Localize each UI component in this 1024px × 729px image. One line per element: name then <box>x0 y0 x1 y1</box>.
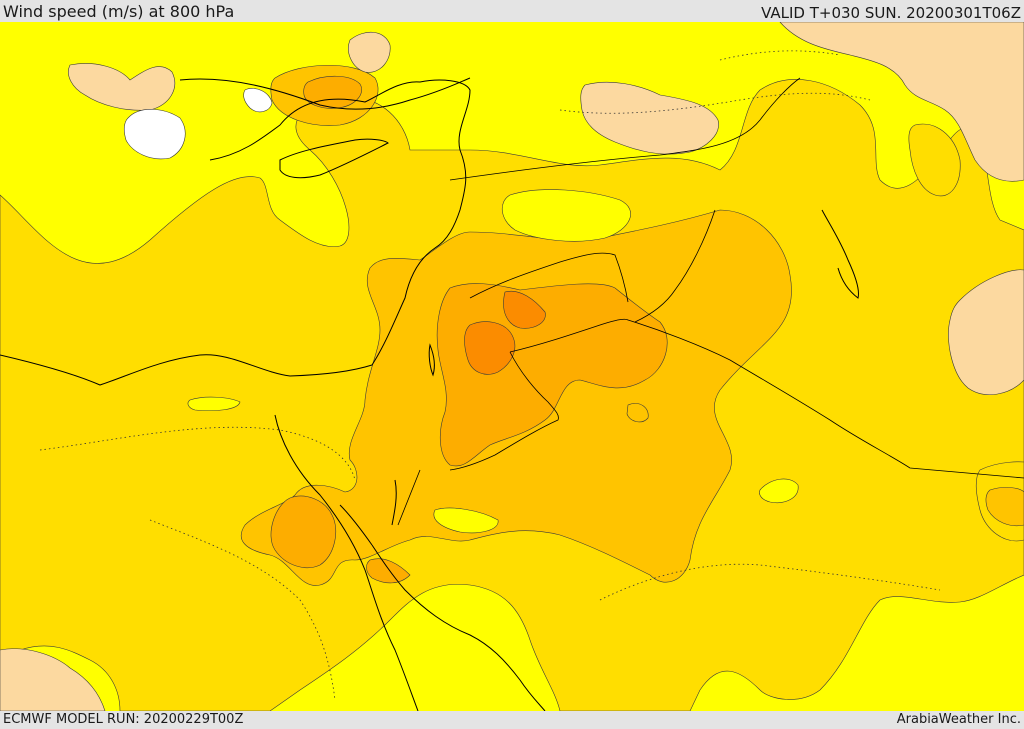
gold-blob-caspian <box>908 123 961 197</box>
map-title: Wind speed (m/s) at 800 hPa <box>3 2 235 21</box>
border-egypt-sinai <box>397 469 421 526</box>
coastlines <box>0 77 859 711</box>
dotted-contours <box>39 50 941 701</box>
yellow-pocket-east-med <box>187 396 241 412</box>
model-run-label: ECMWF MODEL RUN: 20200229T00Z <box>3 712 244 727</box>
orange-band-sinai <box>366 558 411 584</box>
dotted-contour-3 <box>599 563 941 601</box>
border-turkey-iraq-iran <box>449 77 801 181</box>
orange-blob-iraq <box>626 403 649 423</box>
border-jordan-iraq-saudi <box>509 318 1024 479</box>
yellow-pocket-iraq-south <box>759 478 799 503</box>
dark-orange-core <box>464 321 516 375</box>
pale-band-anatolia-west <box>68 63 176 111</box>
light-orange-blob-east <box>985 487 1024 527</box>
border-jordan-saudi <box>449 351 559 471</box>
pale-band-north-central <box>580 81 719 155</box>
white-band-aegean <box>123 109 186 160</box>
dark-orange-core-north <box>503 290 546 329</box>
header-bar: Wind speed (m/s) at 800 hPa VALID T+030 … <box>0 0 1024 22</box>
border-iraq-iran <box>634 209 716 323</box>
dotted-contour-2 <box>149 519 336 701</box>
pale-blob-anatolia-central <box>348 32 391 73</box>
valid-time: VALID T+030 SUN. 20200301T06Z <box>761 4 1021 22</box>
coastline-turkey-south <box>0 79 471 386</box>
pale-band-east <box>948 269 1024 395</box>
yellow-pocket-syria <box>502 189 631 242</box>
wind-speed-map <box>0 22 1024 711</box>
country-borders <box>397 77 1024 526</box>
pale-band-northeast <box>779 22 1024 182</box>
coastline-cyprus <box>279 138 389 179</box>
coastline-persian-gulf <box>821 209 859 299</box>
credit-label: ArabiaWeather Inc. <box>896 712 1021 727</box>
white-blob-caucasus <box>243 88 273 113</box>
dotted-contour-4 <box>559 92 871 114</box>
border-syria-iraq <box>469 252 629 303</box>
orange-band-south <box>270 495 336 569</box>
yellow-pocket-jordan <box>433 507 499 534</box>
coastline-dead-sea <box>428 343 435 377</box>
pale-band-southwest <box>0 648 106 711</box>
dotted-contour-5 <box>719 50 841 61</box>
footer-bar: ECMWF MODEL RUN: 20200229T00Z ArabiaWeat… <box>0 711 1024 729</box>
coastline-black-sea-south <box>179 77 471 110</box>
coastline-red-sea-west <box>274 414 419 711</box>
coastline-gulf-of-suez <box>339 479 397 546</box>
coastline-red-sea-east <box>371 544 546 711</box>
